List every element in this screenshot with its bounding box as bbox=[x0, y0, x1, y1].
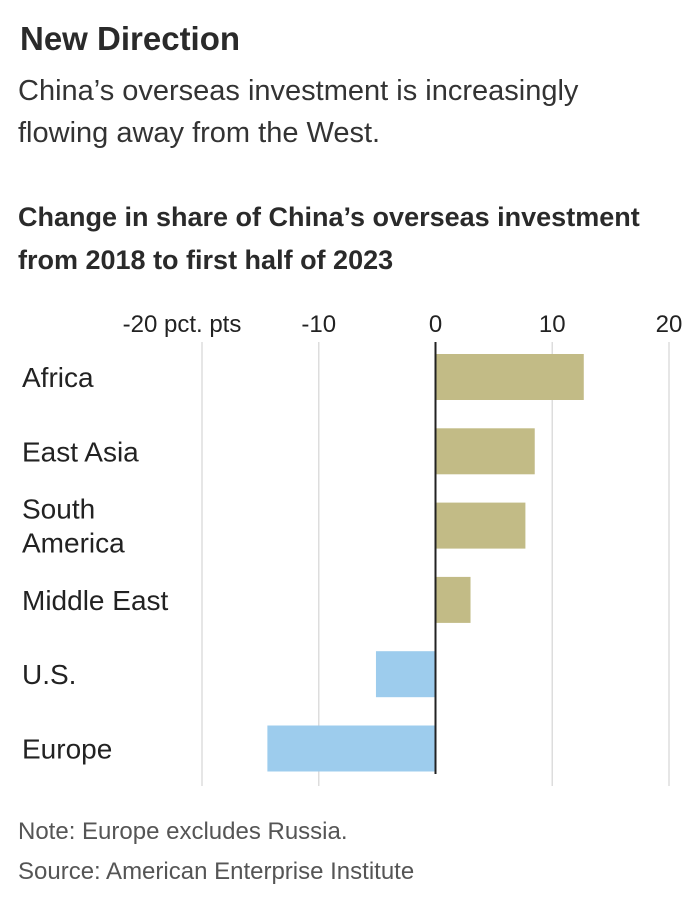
chart-title-heading: New Direction bbox=[20, 20, 241, 57]
bar-us bbox=[375, 651, 436, 698]
bar-east-asia bbox=[435, 428, 535, 475]
bar-middle-east bbox=[435, 576, 471, 623]
bar-africa bbox=[435, 354, 584, 400]
chart-subtitle: China’s overseas investment is increasin… bbox=[18, 75, 579, 149]
x-tick-label: -20 pct. pts bbox=[123, 311, 242, 338]
category-label-south-america: South America bbox=[22, 494, 125, 559]
category-label-east-asia: East Asia bbox=[22, 436, 139, 467]
bar-south-america bbox=[435, 502, 526, 549]
category-label-africa: Africa bbox=[22, 362, 94, 393]
chart-source: Source: American Enterprise Institute bbox=[18, 858, 415, 885]
chart-description: Change in share of China’s overseas inve… bbox=[18, 202, 640, 275]
chart-note: Note: Europe excludes Russia. bbox=[18, 818, 348, 845]
x-tick-label: 10 bbox=[539, 311, 566, 338]
x-tick-label: 0 bbox=[429, 311, 442, 338]
bar-europe bbox=[267, 725, 436, 772]
category-label-middle-east: Middle East bbox=[22, 585, 169, 616]
bar-chart: -20 pct. pts -10 0 10 20 Africa East Asia South… bbox=[22, 311, 683, 786]
x-tick-label: -10 bbox=[301, 311, 336, 338]
category-label-europe: Europe bbox=[22, 734, 112, 765]
x-tick-label: 20 bbox=[656, 311, 683, 338]
category-label-us: U.S. bbox=[22, 659, 76, 690]
